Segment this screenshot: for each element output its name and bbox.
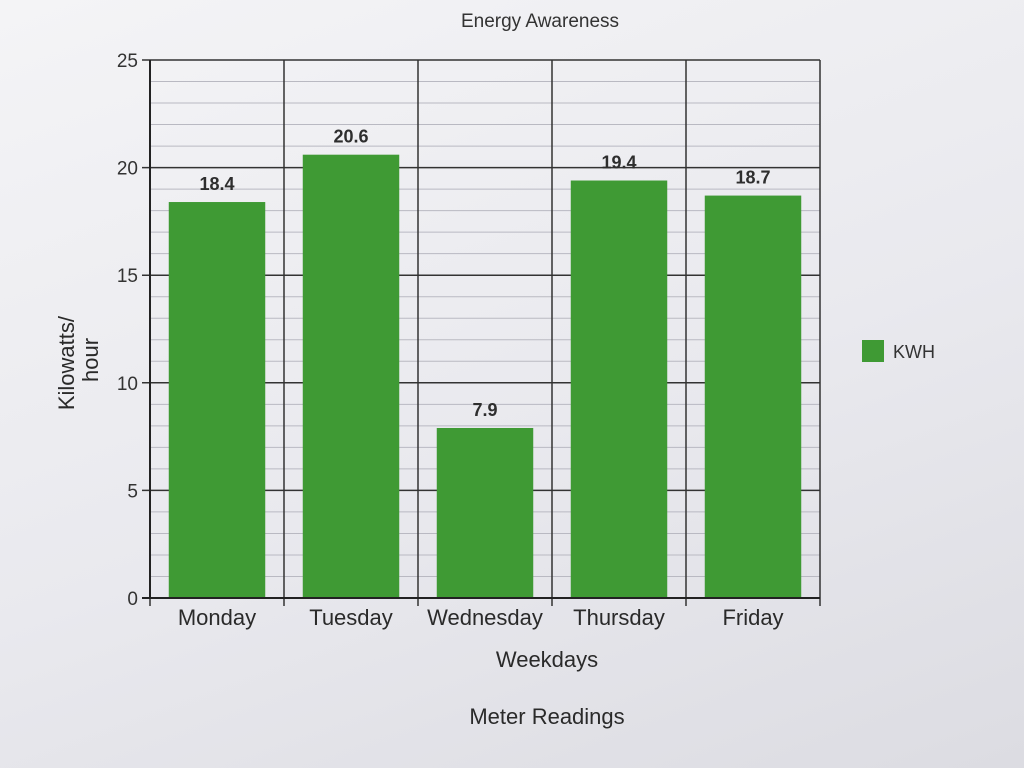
x-tick-label: Thursday [573, 605, 665, 630]
y-tick-label: 5 [127, 481, 138, 502]
x-tick-label: Tuesday [309, 605, 393, 630]
legend-swatch [862, 340, 884, 362]
legend-label: KWH [893, 342, 935, 362]
x-tick-label: Friday [722, 605, 783, 630]
bar-thursday [570, 180, 668, 598]
legend: KWH [862, 340, 935, 362]
x-tick-labels: Monday Tuesday Wednesday Thursday Friday [178, 605, 784, 630]
data-label: 7.9 [472, 400, 497, 420]
bars [168, 154, 802, 599]
data-label: 19.4 [601, 153, 636, 173]
y-tick-label: 0 [127, 589, 138, 610]
data-labels: 18.4 20.6 7.9 19.4 18.7 [199, 127, 770, 420]
chart-title: Energy Awareness [461, 11, 619, 32]
chart-caption: Meter Readings [469, 704, 624, 729]
x-tick-label: Monday [178, 605, 256, 630]
y-tick-label: 20 [117, 159, 138, 180]
y-axis-title-line-2: hour [78, 338, 103, 382]
y-axis-title: Kilowatts/ hour [54, 310, 103, 410]
bar-friday [704, 195, 802, 599]
y-tick-label: 15 [117, 266, 138, 287]
data-label: 20.6 [333, 127, 368, 147]
x-tick-label: Wednesday [427, 605, 543, 630]
bar-tuesday [302, 154, 400, 599]
y-axis-title-line-1: Kilowatts/ [54, 315, 79, 410]
x-axis-title: Weekdays [496, 647, 598, 672]
bar-wednesday [436, 427, 534, 598]
data-label: 18.7 [735, 168, 770, 188]
axes [142, 60, 820, 599]
y-tick-label: 10 [117, 374, 138, 395]
y-tick-labels: 0 5 10 15 20 25 [117, 51, 138, 610]
bar-monday [168, 202, 266, 599]
data-label: 18.4 [199, 174, 234, 194]
svg-text:Kilowatts/ hour: Kilowatts/ hour [54, 310, 103, 410]
y-tick-label: 25 [117, 51, 138, 72]
